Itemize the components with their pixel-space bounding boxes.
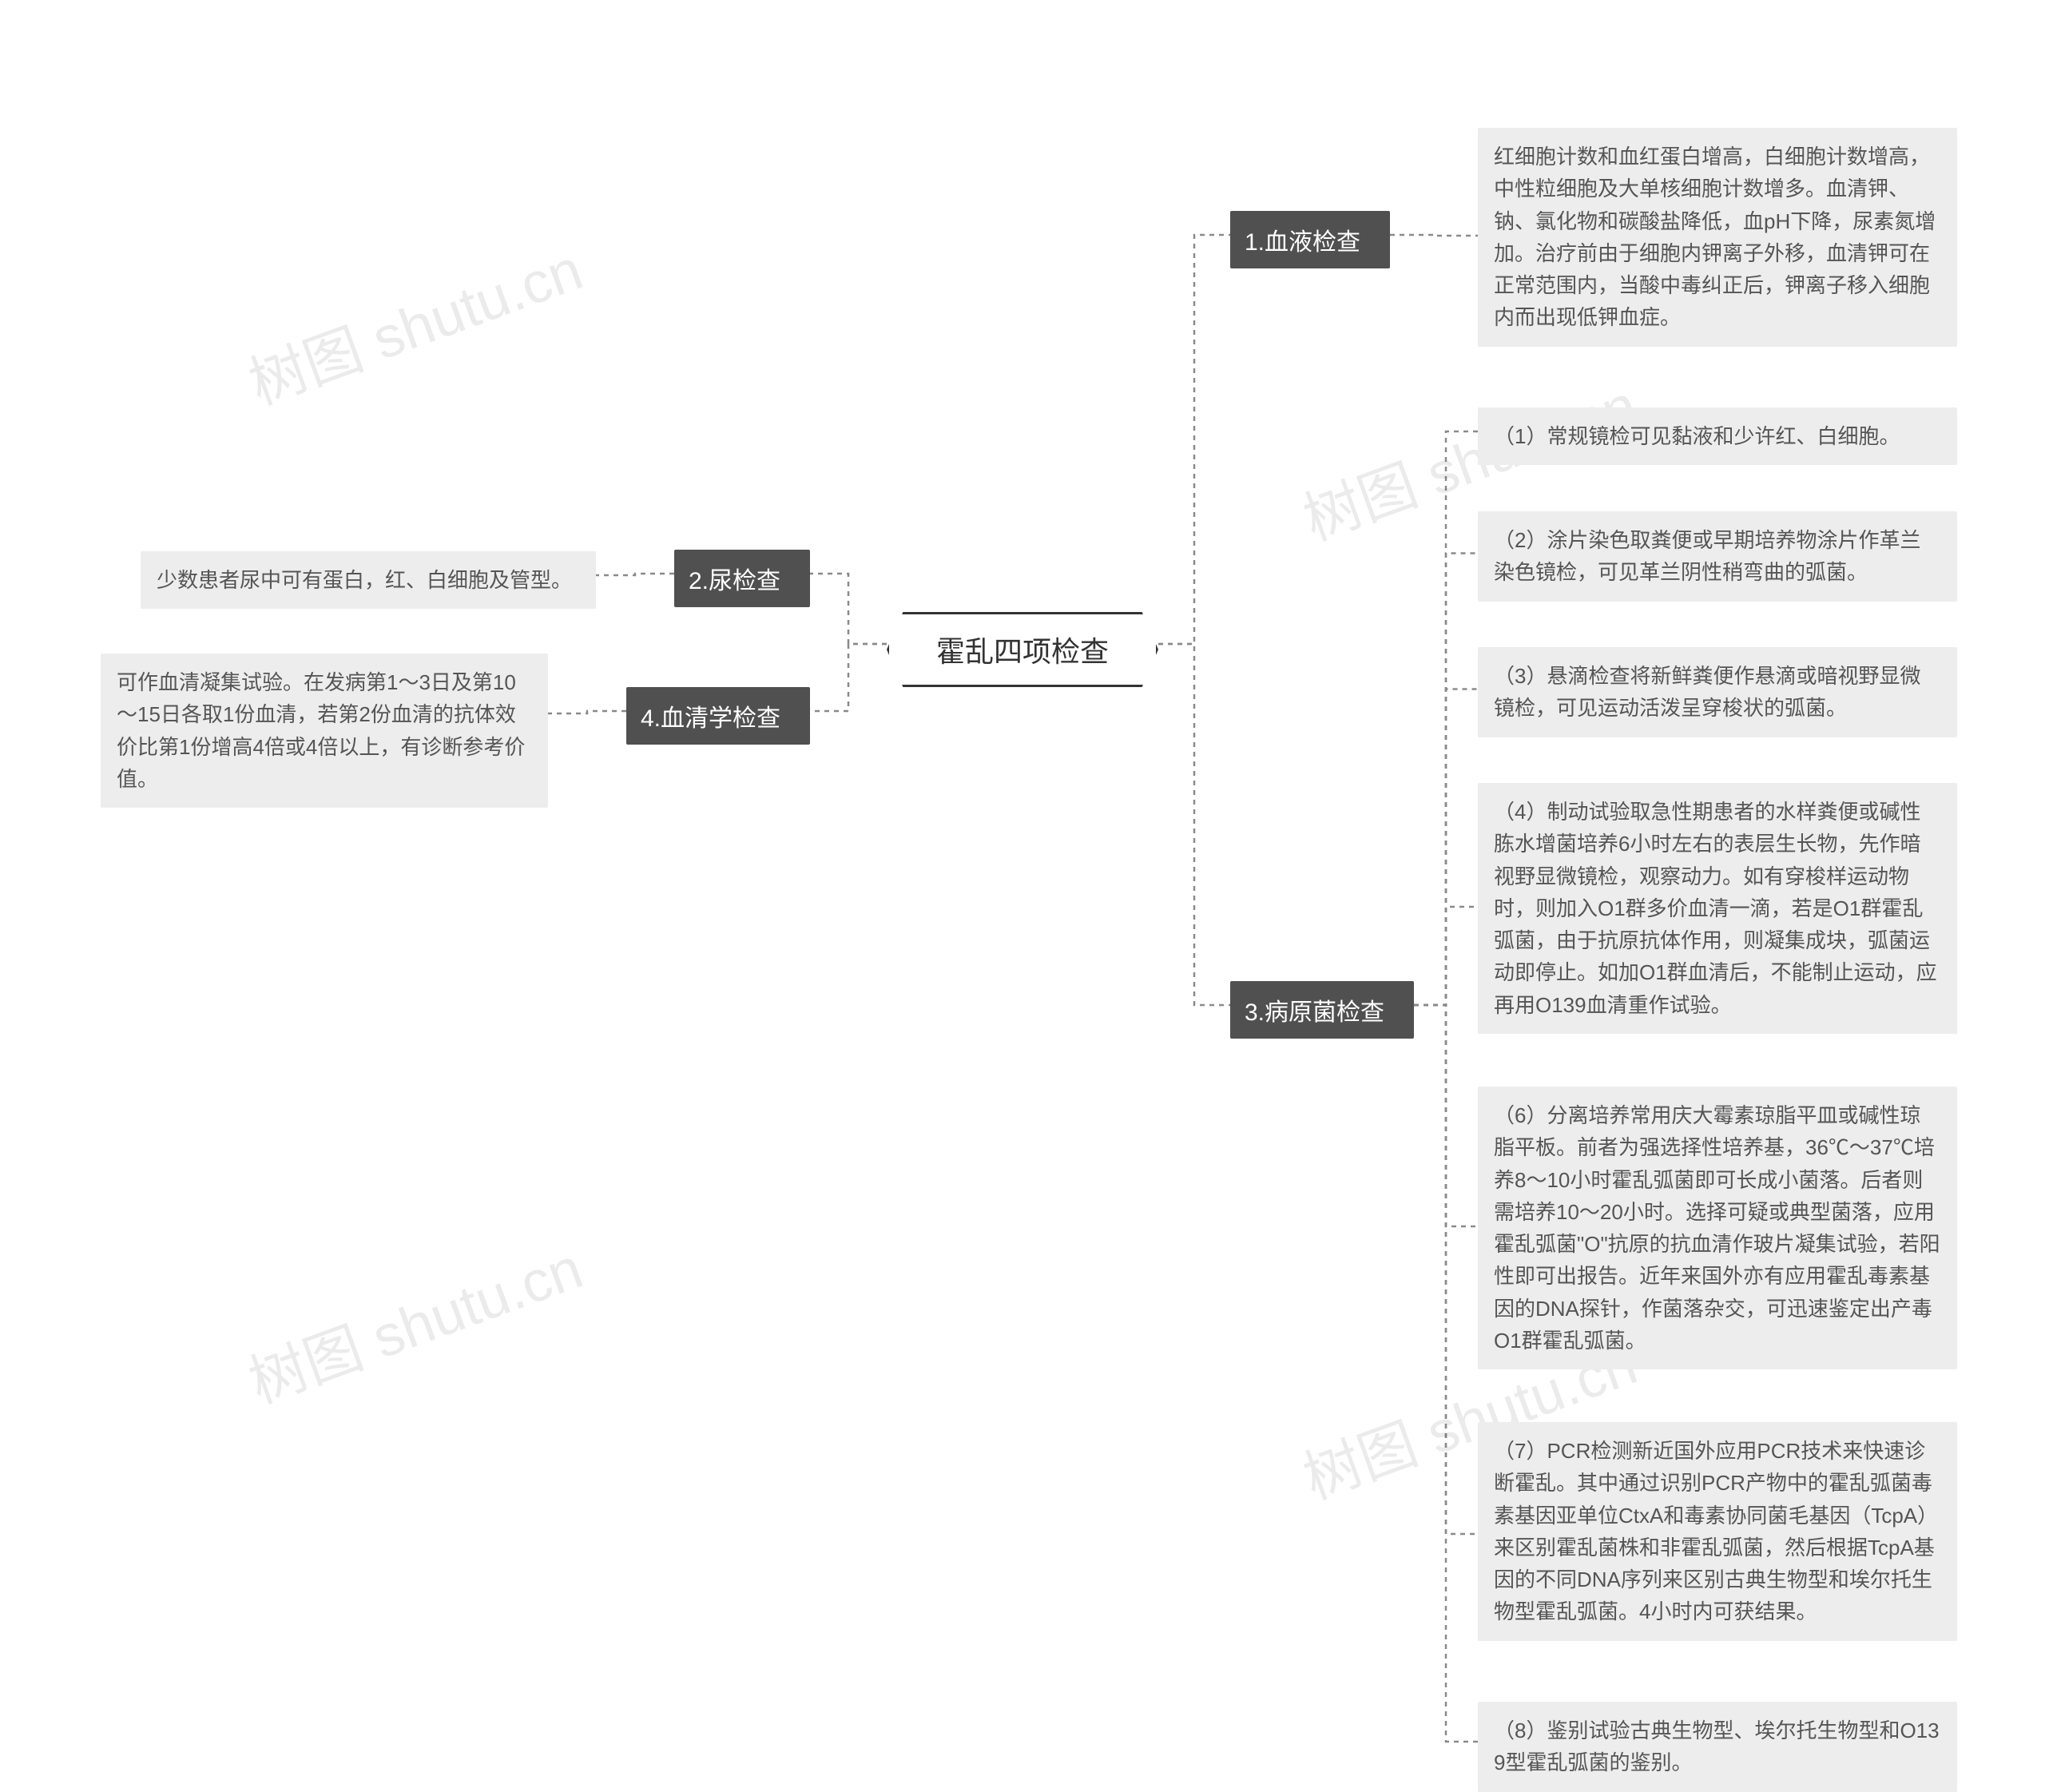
leaf-pathogen-4[interactable]: （4）制动试验取急性期患者的水样粪便或碱性胨水增菌培养6小时左右的表层生长物，先… bbox=[1478, 783, 1957, 1034]
watermark: 树图 shutu.cn bbox=[236, 1222, 592, 1420]
watermark: 树图 shutu.cn bbox=[236, 223, 592, 421]
root-node[interactable]: 霍乱四项检查 bbox=[887, 612, 1158, 687]
leaf-pathogen-7[interactable]: （7）PCR检测新近国外应用PCR技术来快速诊断霍乱。其中通过识别PCR产物中的… bbox=[1478, 1422, 1957, 1641]
branch-serology-test[interactable]: 4.血清学检查 bbox=[626, 687, 810, 745]
mindmap-canvas: 树图 shutu.cn 树图 shutu.cn 树图 shutu.cn 树图 s… bbox=[0, 0, 2045, 1789]
leaf-pathogen-3[interactable]: （3）悬滴检查将新鲜粪便作悬滴或暗视野显微镜检，可见运动活泼呈穿梭状的弧菌。 bbox=[1478, 647, 1957, 737]
leaf-serology-detail[interactable]: 可作血清凝集试验。在发病第1～3日及第10～15日各取1份血清，若第2份血清的抗… bbox=[101, 654, 548, 808]
branch-urine-test[interactable]: 2.尿检查 bbox=[674, 550, 810, 607]
leaf-pathogen-6[interactable]: （6）分离培养常用庆大霉素琼脂平皿或碱性琼脂平板。前者为强选择性培养基，36℃～… bbox=[1478, 1087, 1957, 1369]
branch-blood-test[interactable]: 1.血液检查 bbox=[1230, 211, 1390, 268]
leaf-pathogen-8[interactable]: （8）鉴别试验古典生物型、埃尔托生物型和O139型霍乱弧菌的鉴别。 bbox=[1478, 1702, 1957, 1792]
branch-pathogen-test[interactable]: 3.病原菌检查 bbox=[1230, 981, 1414, 1039]
leaf-blood-detail[interactable]: 红细胞计数和血红蛋白增高，白细胞计数增高，中性粒细胞及大单核细胞计数增多。血清钾… bbox=[1478, 128, 1957, 347]
leaf-pathogen-2[interactable]: （2）涂片染色取粪便或早期培养物涂片作革兰染色镜检，可见革兰阴性稍弯曲的弧菌。 bbox=[1478, 511, 1957, 602]
leaf-pathogen-1[interactable]: （1）常规镜检可见黏液和少许红、白细胞。 bbox=[1478, 407, 1957, 465]
leaf-urine-detail[interactable]: 少数患者尿中可有蛋白，红、白细胞及管型。 bbox=[141, 551, 596, 609]
